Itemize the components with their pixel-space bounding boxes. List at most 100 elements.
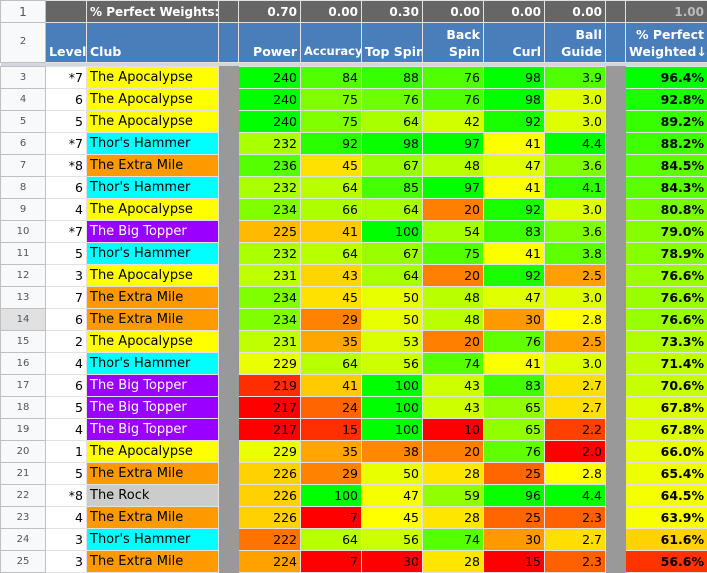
accuracy-cell[interactable]: 15 xyxy=(301,419,362,441)
gap-cell[interactable] xyxy=(606,243,626,265)
level-cell[interactable]: 1 xyxy=(46,441,87,463)
club-cell[interactable]: Thor's Hammer xyxy=(87,353,219,375)
pct-weighted-cell[interactable]: 70.6% xyxy=(626,375,707,397)
club-cell[interactable]: Thor's Hammer xyxy=(87,243,219,265)
gap-cell[interactable] xyxy=(219,243,239,265)
curl-cell[interactable]: 65 xyxy=(484,419,545,441)
gap-cell[interactable] xyxy=(606,221,626,243)
pct-weighted-cell[interactable]: 92.8% xyxy=(626,89,707,111)
power-cell[interactable]: 219 xyxy=(239,375,301,397)
club-cell[interactable]: The Big Topper xyxy=(87,221,219,243)
power-cell[interactable]: 225 xyxy=(239,221,301,243)
pct-weighted-cell[interactable]: 56.6% xyxy=(626,551,707,573)
power-cell[interactable]: 232 xyxy=(239,133,301,155)
gap-cell[interactable] xyxy=(606,419,626,441)
club-cell[interactable]: The Big Topper xyxy=(87,419,219,441)
back-spin-cell[interactable]: 59 xyxy=(423,485,484,507)
power-cell[interactable]: 236 xyxy=(239,155,301,177)
gap-cell[interactable] xyxy=(606,529,626,551)
ball-guide-cell[interactable]: 2.5 xyxy=(545,265,606,287)
header-curl[interactable]: Curl xyxy=(484,23,545,63)
power-cell[interactable]: 224 xyxy=(239,551,301,573)
accuracy-cell[interactable]: 64 xyxy=(301,529,362,551)
ball-guide-cell[interactable]: 2.3 xyxy=(545,551,606,573)
pct-weighted-cell[interactable]: 73.3% xyxy=(626,331,707,353)
ball-guide-cell[interactable]: 2.8 xyxy=(545,463,606,485)
accuracy-cell[interactable]: 29 xyxy=(301,309,362,331)
gap-cell[interactable] xyxy=(219,221,239,243)
header-power[interactable]: Power xyxy=(239,23,301,63)
header-top-spin[interactable]: Top Spin xyxy=(362,23,423,63)
back-spin-cell[interactable]: 97 xyxy=(423,133,484,155)
ball-guide-cell[interactable]: 3.6 xyxy=(545,155,606,177)
gap-cell[interactable] xyxy=(606,397,626,419)
accuracy-cell[interactable]: 7 xyxy=(301,507,362,529)
curl-cell[interactable]: 30 xyxy=(484,529,545,551)
accuracy-cell[interactable]: 66 xyxy=(301,199,362,221)
weight-total[interactable]: 1.00 xyxy=(626,1,707,23)
curl-cell[interactable]: 41 xyxy=(484,177,545,199)
curl-cell[interactable]: 41 xyxy=(484,353,545,375)
level-cell[interactable]: 6 xyxy=(46,375,87,397)
accuracy-cell[interactable]: 41 xyxy=(301,221,362,243)
ball-guide-cell[interactable]: 4.4 xyxy=(545,133,606,155)
gap-cell[interactable] xyxy=(219,529,239,551)
gap-cell[interactable] xyxy=(606,485,626,507)
pct-weighted-cell[interactable]: 84.3% xyxy=(626,177,707,199)
row-header[interactable]: 3 xyxy=(1,67,46,89)
gap-cell[interactable] xyxy=(606,331,626,353)
row-header[interactable]: 1 xyxy=(1,1,46,23)
weight-back-spin[interactable]: 0.00 xyxy=(423,1,484,23)
accuracy-cell[interactable]: 7 xyxy=(301,551,362,573)
club-cell[interactable]: The Extra Mile xyxy=(87,309,219,331)
pct-weighted-cell[interactable]: 88.2% xyxy=(626,133,707,155)
cell[interactable] xyxy=(606,1,626,23)
gap-cell[interactable] xyxy=(219,331,239,353)
club-cell[interactable]: The Extra Mile xyxy=(87,551,219,573)
club-cell[interactable]: The Apocalypse xyxy=(87,265,219,287)
gap-cell[interactable] xyxy=(219,507,239,529)
pct-weighted-cell[interactable]: 76.6% xyxy=(626,309,707,331)
curl-cell[interactable]: 47 xyxy=(484,287,545,309)
row-header[interactable]: 19 xyxy=(1,419,46,441)
weights-label[interactable]: % Perfect Weights: xyxy=(87,1,219,23)
weight-top-spin[interactable]: 0.30 xyxy=(362,1,423,23)
level-cell[interactable]: 5 xyxy=(46,463,87,485)
row-header[interactable]: 20 xyxy=(1,441,46,463)
top-spin-cell[interactable]: 100 xyxy=(362,397,423,419)
ball-guide-cell[interactable]: 3.0 xyxy=(545,287,606,309)
back-spin-cell[interactable]: 20 xyxy=(423,441,484,463)
level-cell[interactable]: 5 xyxy=(46,243,87,265)
curl-cell[interactable]: 76 xyxy=(484,441,545,463)
row-header[interactable]: 7 xyxy=(1,155,46,177)
back-spin-cell[interactable]: 48 xyxy=(423,155,484,177)
back-spin-cell[interactable]: 20 xyxy=(423,331,484,353)
club-cell[interactable]: Thor's Hammer xyxy=(87,133,219,155)
gap-cell[interactable] xyxy=(219,133,239,155)
curl-cell[interactable]: 25 xyxy=(484,463,545,485)
ball-guide-cell[interactable]: 3.0 xyxy=(545,111,606,133)
ball-guide-cell[interactable]: 2.7 xyxy=(545,375,606,397)
accuracy-cell[interactable]: 29 xyxy=(301,463,362,485)
level-cell[interactable]: *7 xyxy=(46,221,87,243)
top-spin-cell[interactable]: 38 xyxy=(362,441,423,463)
accuracy-cell[interactable]: 35 xyxy=(301,331,362,353)
gap-cell[interactable] xyxy=(219,485,239,507)
accuracy-cell[interactable]: 92 xyxy=(301,133,362,155)
level-cell[interactable]: 3 xyxy=(46,265,87,287)
power-cell[interactable]: 226 xyxy=(239,485,301,507)
power-cell[interactable]: 240 xyxy=(239,111,301,133)
pct-weighted-cell[interactable]: 96.4% xyxy=(626,67,707,89)
accuracy-cell[interactable]: 75 xyxy=(301,111,362,133)
pct-weighted-cell[interactable]: 76.6% xyxy=(626,287,707,309)
gap-cell[interactable] xyxy=(219,265,239,287)
level-cell[interactable]: 4 xyxy=(46,419,87,441)
club-cell[interactable]: The Apocalypse xyxy=(87,331,219,353)
pct-weighted-cell[interactable]: 67.8% xyxy=(626,419,707,441)
level-cell[interactable]: 6 xyxy=(46,89,87,111)
row-header[interactable]: 15 xyxy=(1,331,46,353)
cell[interactable] xyxy=(46,1,87,23)
pct-weighted-cell[interactable]: 64.5% xyxy=(626,485,707,507)
